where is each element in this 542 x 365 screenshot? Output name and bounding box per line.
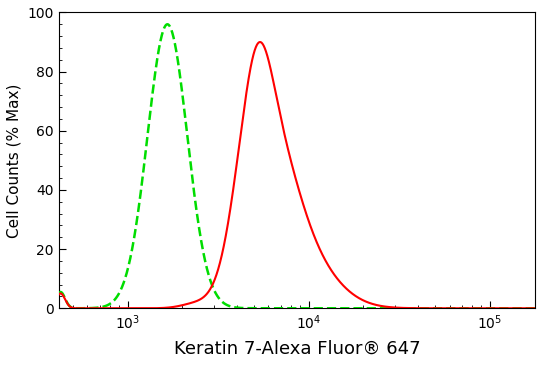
Y-axis label: Cell Counts (% Max): Cell Counts (% Max) — [7, 83, 22, 238]
X-axis label: Keratin 7-Alexa Fluor® 647: Keratin 7-Alexa Fluor® 647 — [173, 340, 420, 358]
